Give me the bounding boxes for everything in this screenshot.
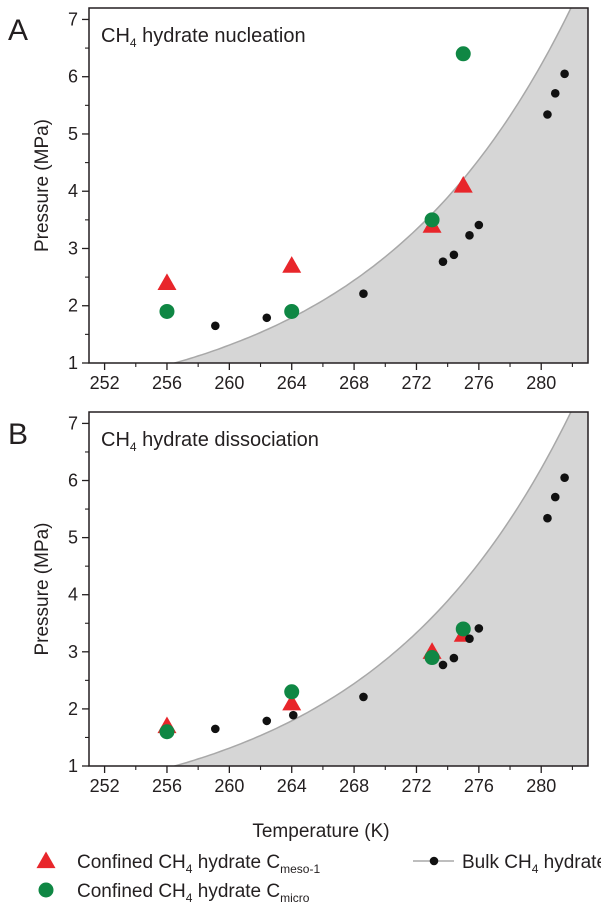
legend-item-meso: Confined CH4 hydrate Cmeso-1 xyxy=(36,851,320,876)
x-axis-label: Temperature (K) xyxy=(252,821,389,842)
x-tick-label: 268 xyxy=(339,776,369,796)
bulk-point xyxy=(359,692,368,702)
y-tick-label: 5 xyxy=(68,124,78,144)
plot-frame xyxy=(88,7,589,364)
micro-point xyxy=(284,303,300,319)
y-axis-label: Pressure (MPa) xyxy=(32,522,53,655)
legend-dot-marker xyxy=(429,856,439,866)
meso-point xyxy=(157,273,177,290)
y-tick-label: 7 xyxy=(68,9,78,29)
bulk-point xyxy=(438,660,448,670)
y-tick-label: 2 xyxy=(68,699,78,719)
bulk-point xyxy=(449,653,459,663)
bulk-equilibrium-curve xyxy=(172,8,572,363)
bulk-point xyxy=(543,513,552,523)
micro-point xyxy=(159,724,175,740)
bulk-point xyxy=(465,634,474,643)
series-micro xyxy=(159,46,471,319)
micro-point xyxy=(424,650,440,666)
series-micro xyxy=(159,621,471,740)
plot-frame xyxy=(88,411,589,767)
x-tick-label: 256 xyxy=(152,776,182,796)
y-tick-label: 1 xyxy=(68,756,78,776)
y-tick-label: 3 xyxy=(68,238,78,258)
meso-point xyxy=(453,176,473,193)
meso-point xyxy=(282,256,302,273)
legend-circle-marker xyxy=(38,882,54,898)
x-tick-label: 268 xyxy=(339,373,369,393)
hydrate-stability-region xyxy=(89,412,588,766)
plot-area xyxy=(89,412,588,766)
meso-point xyxy=(282,693,302,711)
bulk-point xyxy=(262,716,272,726)
legend-item-bulk: Bulk CH4 hydrate xyxy=(413,852,601,876)
bulk-point xyxy=(438,257,448,266)
panel-letter: B xyxy=(8,418,28,451)
bulk-point xyxy=(262,313,272,323)
y-tick-label: 6 xyxy=(68,471,78,491)
y-tick-label: 4 xyxy=(68,585,78,605)
y-tick-label: 2 xyxy=(68,296,78,316)
bulk-point xyxy=(465,231,474,240)
y-tick-label: 5 xyxy=(68,528,78,548)
hydrate-stability-region xyxy=(89,8,588,363)
bulk-point xyxy=(288,710,298,720)
y-tick-label: 7 xyxy=(68,413,78,433)
x-tick-label: 260 xyxy=(214,776,244,796)
bulk-point xyxy=(543,110,552,119)
bulk-point xyxy=(474,220,484,230)
series-bulk xyxy=(211,69,569,331)
bulk-point xyxy=(474,624,484,633)
y-tick-label: 6 xyxy=(68,67,78,87)
y-tick-label: 4 xyxy=(68,181,78,201)
micro-point xyxy=(455,621,471,637)
x-tick-label: 280 xyxy=(526,373,556,393)
legend-label: Confined CH4 hydrate Cmicro xyxy=(77,881,310,905)
micro-point xyxy=(284,684,300,700)
bulk-point xyxy=(359,289,368,299)
legend-label: Bulk CH4 hydrate xyxy=(462,852,601,876)
x-tick-label: 264 xyxy=(277,776,307,796)
legend-label: Confined CH4 hydrate Cmeso-1 xyxy=(77,852,320,876)
bulk-point xyxy=(550,89,560,98)
panel-b: 252 256 260 264 268 272 276 280 1 2 3 4 5 6 7 Pressure … xyxy=(8,411,589,842)
bulk-equilibrium-curve xyxy=(172,412,572,766)
panel-letter: A xyxy=(8,14,28,47)
bulk-point xyxy=(449,250,459,260)
bulk-point xyxy=(560,473,569,482)
plot-area xyxy=(89,8,588,363)
legend-item-micro: Confined CH4 hydrate Cmicro xyxy=(38,881,310,905)
micro-point xyxy=(159,303,175,319)
x-tick-label: 252 xyxy=(90,373,120,393)
x-tick-label: 252 xyxy=(90,776,120,796)
legend-triangle-marker xyxy=(36,851,56,869)
panel-title: CH4 hydrate dissociation xyxy=(101,429,319,454)
y-tick-label: 3 xyxy=(68,642,78,662)
x-tick-label: 276 xyxy=(464,373,494,393)
bulk-point xyxy=(211,321,220,331)
series-bulk xyxy=(211,473,569,734)
x-tick-label: 260 xyxy=(214,373,244,393)
x-tick-label: 272 xyxy=(401,776,431,796)
x-tick-label: 272 xyxy=(401,373,431,393)
bulk-point xyxy=(560,69,569,79)
y-axis-label: Pressure (MPa) xyxy=(32,119,53,252)
legend: Confined CH4 hydrate Cmeso-1 Confined CH4… xyxy=(36,851,601,905)
x-tick-label: 280 xyxy=(526,776,556,796)
y-tick-label: 1 xyxy=(68,353,78,373)
bulk-point xyxy=(211,724,220,734)
x-tick-label: 264 xyxy=(277,373,307,393)
panel-title: CH4 hydrate nucleation xyxy=(101,25,306,50)
micro-point xyxy=(455,46,471,62)
x-tick-label: 276 xyxy=(464,776,494,796)
micro-point xyxy=(424,212,440,228)
x-tick-label: 256 xyxy=(152,373,182,393)
bulk-point xyxy=(550,492,560,502)
panel-a: 252 256 260 264 268 272 276 280 1 2 3 4 5 6 7 Pressure … xyxy=(8,7,589,393)
